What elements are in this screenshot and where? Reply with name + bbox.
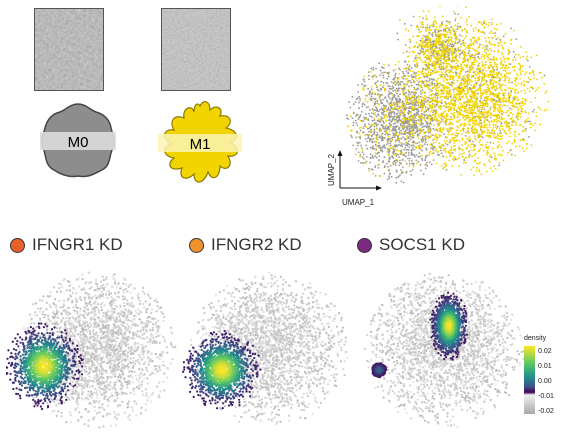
legend-title: density bbox=[524, 335, 547, 342]
legend-tick: 0.00 bbox=[538, 378, 552, 385]
umap-scatter: UMAP_1 UMAP_2 bbox=[327, 6, 550, 207]
micrograph-m1-image bbox=[162, 9, 230, 90]
micrograph-m0-image bbox=[35, 9, 103, 90]
m0-cell-illustration: M0 bbox=[40, 103, 116, 178]
m0-cell-label: M0 bbox=[68, 134, 89, 151]
m0-cell-band bbox=[40, 132, 116, 150]
legend-colorbar bbox=[524, 346, 535, 414]
density-panel-ifngr2 bbox=[182, 271, 349, 426]
umap-x-label: UMAP_1 bbox=[342, 198, 375, 207]
m1-cell-label: M1 bbox=[190, 136, 211, 153]
density-legend: density 0.02 0.01 0.00 -0.01 -0.02 bbox=[524, 335, 554, 415]
legend-tick: -0.01 bbox=[538, 393, 554, 400]
panel-label-socs1: SOCS1 KD bbox=[357, 235, 465, 255]
ifngr2-dot-icon bbox=[189, 237, 204, 253]
umap-axes: UMAP_1 UMAP_2 bbox=[327, 150, 382, 207]
m1-cell-band bbox=[158, 134, 242, 152]
legend-tick: -0.02 bbox=[538, 408, 554, 415]
legend-tick: 0.02 bbox=[538, 348, 552, 355]
socs1-label: SOCS1 KD bbox=[379, 235, 465, 254]
ifngr1-dot-icon bbox=[10, 237, 25, 253]
panel-label-ifngr1: IFNGR1 KD bbox=[10, 235, 123, 255]
panel-label-ifngr2: IFNGR2 KD bbox=[189, 235, 302, 255]
ifngr2-label: IFNGR2 KD bbox=[211, 235, 302, 254]
legend-tick: 0.01 bbox=[538, 363, 552, 370]
density-panel-ifngr1 bbox=[6, 271, 177, 429]
micrograph-m0 bbox=[34, 8, 104, 91]
socs1-dot-icon bbox=[357, 237, 372, 253]
legend-ticks: 0.02 0.01 0.00 -0.01 -0.02 bbox=[538, 348, 554, 415]
umap-points bbox=[346, 6, 550, 184]
density-panel-socs1 bbox=[363, 272, 525, 428]
m1-cell-illustration: M1 bbox=[158, 101, 242, 183]
micrograph-m1 bbox=[161, 8, 231, 91]
ifngr1-label: IFNGR1 KD bbox=[32, 235, 123, 254]
umap-y-label: UMAP_2 bbox=[327, 153, 336, 186]
